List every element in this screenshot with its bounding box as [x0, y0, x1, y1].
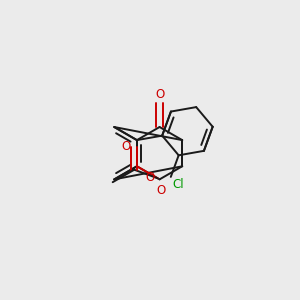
- Text: O: O: [122, 140, 131, 153]
- Text: Cl: Cl: [172, 178, 184, 191]
- Text: O: O: [146, 171, 155, 184]
- Text: O: O: [155, 88, 164, 101]
- Text: O: O: [157, 184, 166, 197]
